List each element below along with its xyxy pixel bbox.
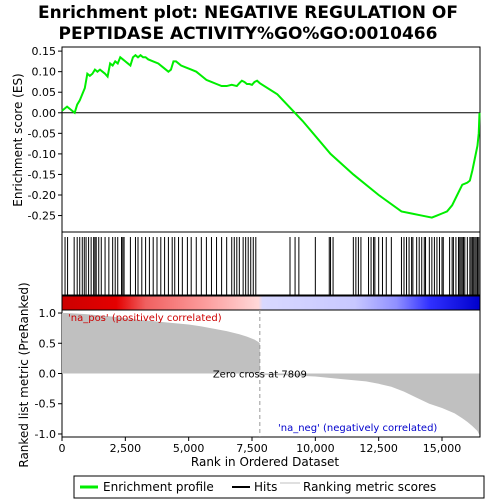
es-y-tick-label: -0.25 (28, 210, 56, 223)
x-ticks: 0 2,500 5,000 7,500 10,000 12,500 15,000 (59, 437, 462, 455)
es-y-tick-label: 0.10 (32, 66, 57, 79)
legend-metric-label: Ranking metric scores (303, 480, 436, 494)
metric-y-ticks: 1.0 0.5 0.0 -0.5 -1.0 (35, 307, 62, 441)
es-y-tick-label: -0.10 (28, 148, 56, 161)
x-tick-label: 7,500 (236, 442, 268, 455)
chart-title-line-1: Enrichment plot: NEGATIVE REGULATION OF (38, 3, 458, 23)
rank-color-bar (61, 295, 481, 311)
chart-title-line-2: PEPTIDASE ACTIVITY%GO%GO:0010466 (59, 24, 438, 44)
es-y-tick-label: 0.00 (32, 107, 57, 120)
es-y-axis-label: Enrichment score (ES) (11, 73, 25, 206)
es-series-line (61, 53, 481, 219)
pos-correlated-label: 'na_pos' (positively correlated) (68, 313, 222, 324)
es-line-layer (61, 53, 481, 219)
legend-hits-label: Hits (254, 480, 277, 494)
es-y-tick-label: -0.15 (28, 168, 56, 181)
es-y-ticks: 0.15 0.10 0.05 0.00 -0.05 -0.10 -0.15 -0.20 -0.2… (28, 45, 62, 223)
es-panel-frame (61, 46, 481, 233)
metric-y-tick-label: 0.0 (39, 368, 57, 381)
metric-y-tick-label: -1.0 (35, 428, 56, 441)
metric-y-tick-label: 0.5 (39, 337, 57, 350)
metric-layer (62, 313, 480, 436)
hits-layer (64, 237, 480, 296)
neg-correlated-label: 'na_neg' (negatively correlated) (278, 423, 437, 434)
es-y-tick-label: 0.05 (32, 86, 57, 99)
x-tick-label: 5,000 (173, 442, 205, 455)
x-tick-label: 15,000 (423, 442, 462, 455)
metric-y-tick-label: -0.5 (35, 398, 56, 411)
x-tick-label: 12,500 (359, 442, 398, 455)
legend-es-label: Enrichment profile (103, 480, 214, 494)
metric-y-axis-label: Ranked list metric (PreRanked) (17, 282, 31, 467)
es-y-tick-label: -0.20 (28, 189, 56, 202)
metric-y-tick-label: 1.0 (39, 307, 57, 320)
metric-area (62, 313, 480, 436)
x-tick-label: 2,500 (110, 442, 142, 455)
x-axis-label: Rank in Ordered Dataset (191, 455, 339, 469)
hits-panel-frame (61, 231, 481, 296)
x-tick-label: 0 (59, 442, 66, 455)
es-y-tick-label: -0.05 (28, 127, 56, 140)
legend-box (73, 475, 485, 499)
es-y-tick-label: 0.15 (32, 45, 57, 58)
zero-cross-label: Zero cross at 7809 (213, 370, 307, 381)
x-tick-label: 10,000 (296, 442, 335, 455)
